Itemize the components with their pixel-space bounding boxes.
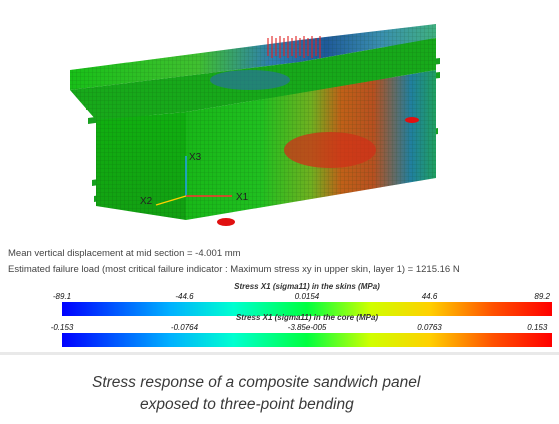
divider <box>0 352 559 355</box>
axis-x2-label: X2 <box>140 196 153 207</box>
core-tick: 0.153 <box>527 323 548 332</box>
axis-x1-label: X1 <box>236 192 249 203</box>
skins-scale-title: Stress X1 (sigma11) in the skins (MPa) <box>234 282 380 291</box>
3d-viewport[interactable]: X3 X1 X2 <box>0 0 559 236</box>
caption-line-2: exposed to three-point bending <box>140 396 354 413</box>
core-scale-title: Stress X1 (sigma11) in the core (MPa) <box>235 313 379 322</box>
left-support <box>217 218 235 226</box>
skins-tick: -44.6 <box>175 292 194 301</box>
axes-triad: X3 X1 X2 <box>140 152 249 207</box>
core-tick: -0.153 <box>50 323 74 332</box>
core-tick: -3.85e-005 <box>287 323 327 332</box>
skins-tick: 44.6 <box>421 292 438 301</box>
axis-x3-label: X3 <box>189 152 202 163</box>
core-tick: 0.0763 <box>417 323 442 332</box>
results-info: Mean vertical displacement at mid sectio… <box>8 246 460 278</box>
panel-body <box>70 24 436 220</box>
skins-color-ramp <box>62 302 552 316</box>
figure-caption: Stress response of a composite sandwich … <box>92 372 552 416</box>
core-scale-ticks: -0.153 -0.0764 -3.85e-005 0.0763 0.153 <box>51 323 552 333</box>
failure-load-text: Estimated failure load (most critical fa… <box>8 264 460 275</box>
skins-tick: -89.1 <box>52 292 72 301</box>
load-arrows <box>267 36 321 58</box>
skins-scale-ticks: -89.1 -44.6 0.0154 44.6 89.2 <box>53 292 552 302</box>
skins-tick: 0.0154 <box>294 292 320 301</box>
core-tick: -0.0764 <box>170 323 199 332</box>
skins-color-scale: Stress X1 (sigma11) in the skins (MPa) -… <box>53 282 552 316</box>
core-color-scale: Stress X1 (sigma11) in the core (MPa) -0… <box>51 313 552 347</box>
skins-tick: 89.2 <box>534 292 550 301</box>
right-support <box>405 117 419 123</box>
caption-line-1: Stress response of a composite sandwich … <box>92 374 421 391</box>
core-color-ramp <box>62 333 552 347</box>
displacement-text: Mean vertical displacement at mid sectio… <box>8 248 241 259</box>
panel-render: X3 X1 X2 <box>70 24 440 226</box>
